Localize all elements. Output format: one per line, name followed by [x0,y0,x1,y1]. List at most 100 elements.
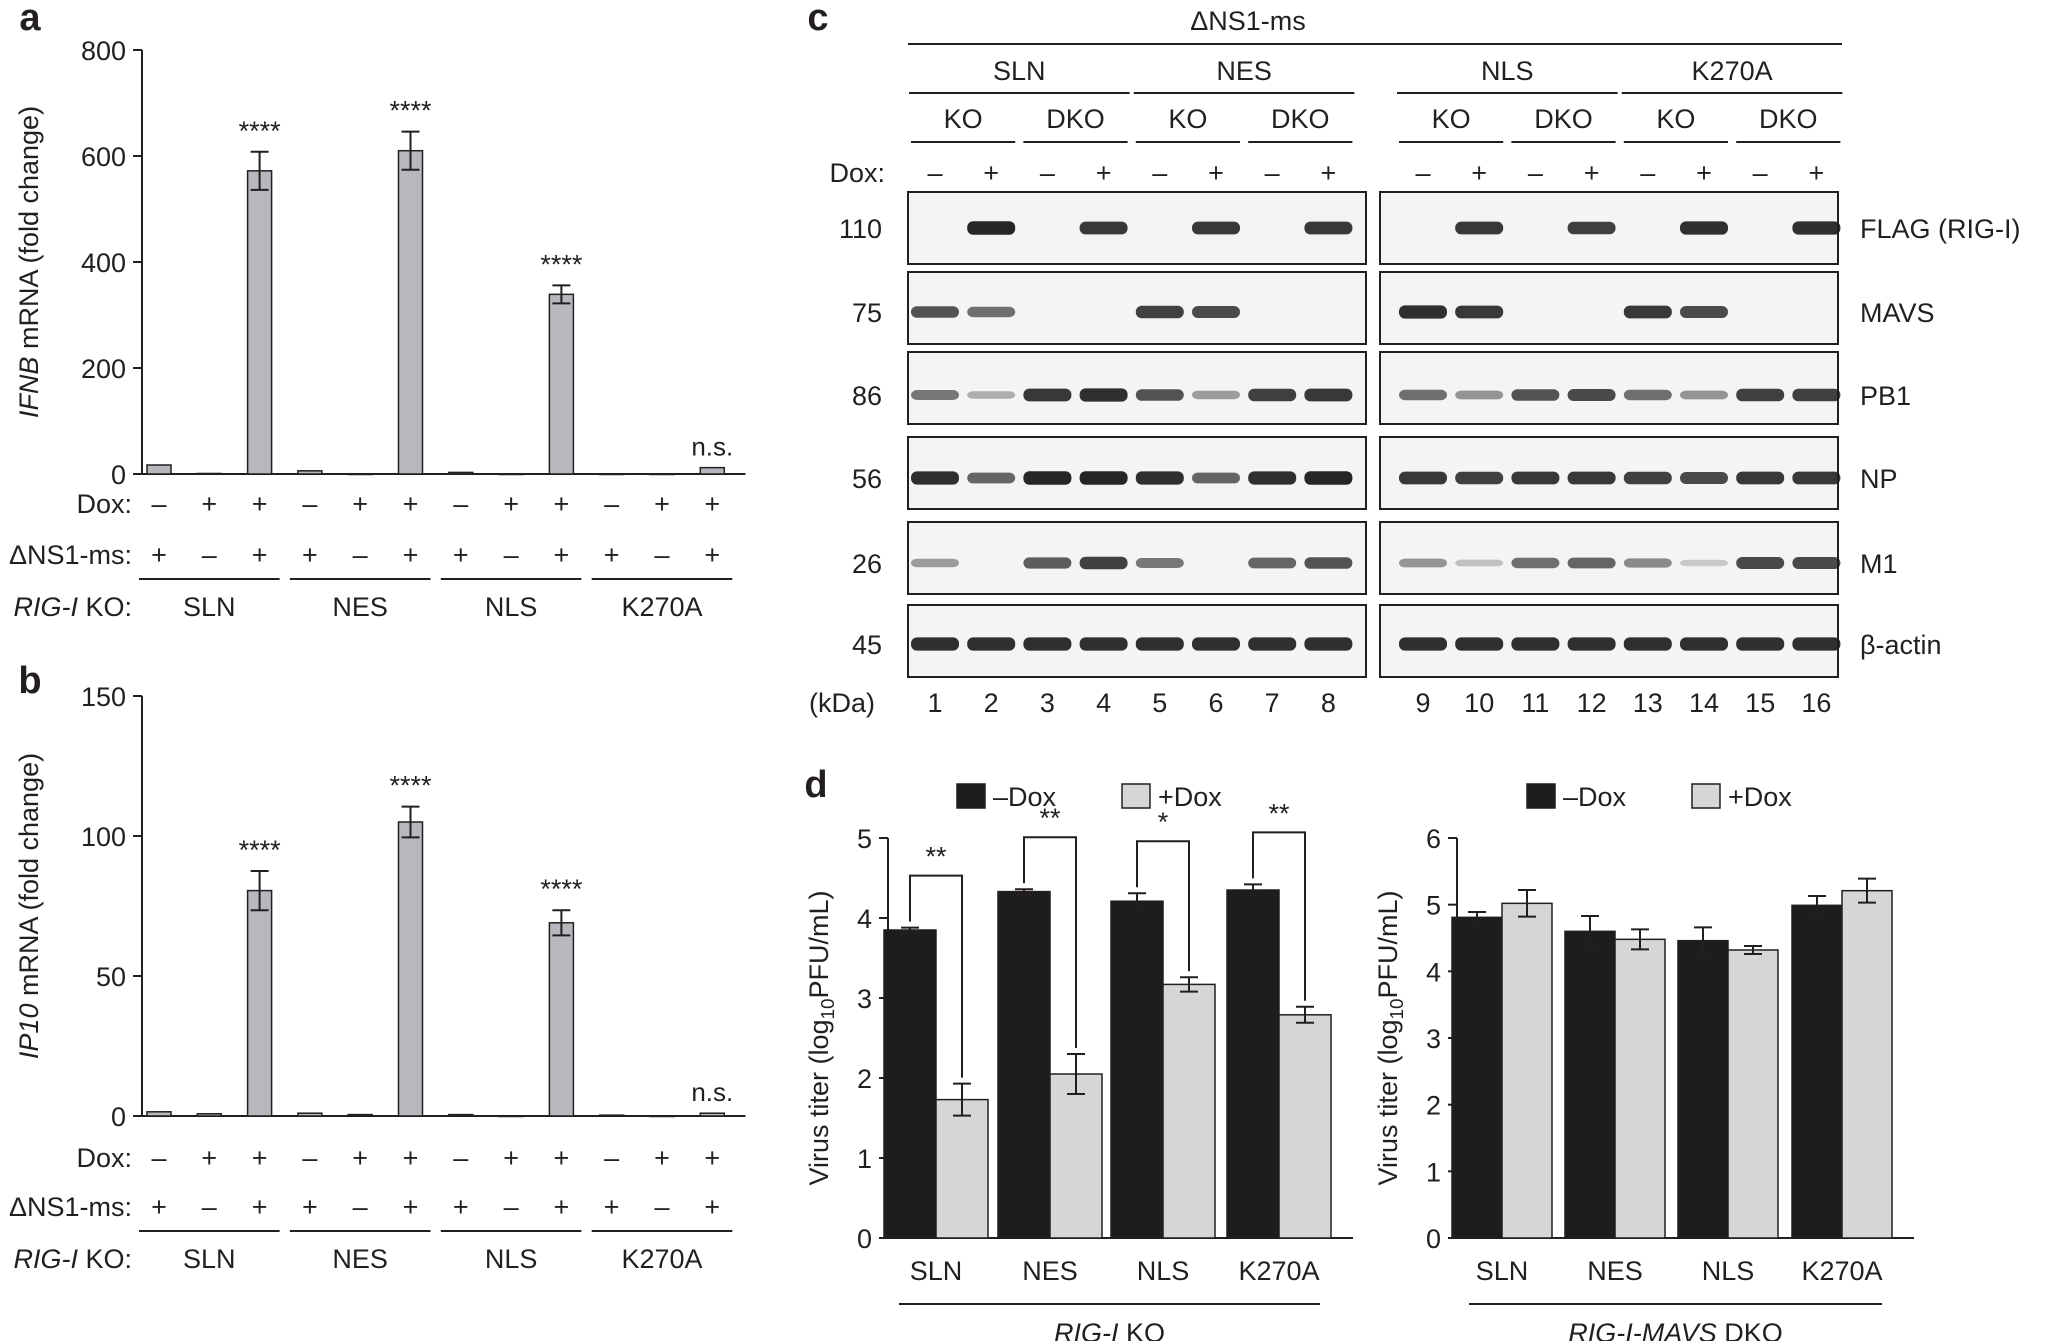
panel-letter-a: a [19,0,41,39]
significance-label: **** [389,96,432,126]
blot-band [967,221,1016,235]
blot-band [911,306,959,318]
y-tick-label: 0 [1426,1224,1441,1254]
blot-band [1680,221,1728,235]
category-label: SLN [910,1256,963,1286]
ns1-sign: – [353,540,368,570]
blot-band [1623,637,1672,651]
y-axis-label-part: Virus titer (log [804,1019,834,1185]
blot-band [1455,471,1504,485]
blot-band [1192,306,1240,318]
y-tick-label: 50 [96,962,126,992]
category-label: SLN [1476,1256,1529,1286]
y-tick-label: 0 [857,1224,872,1254]
ns1-sign: – [202,540,217,570]
subgroup-label: KO [1656,104,1695,134]
dox-sign: + [1321,158,1337,188]
blot-band [1736,388,1785,402]
group-label: SLN [183,592,236,622]
dox-sign: + [352,1143,368,1173]
blot-band [911,637,959,651]
group-label-part: RIG-I-MAVS [1568,1318,1717,1341]
significance-label: **** [540,249,583,279]
blot-band [1399,305,1447,319]
bar [347,1113,373,1117]
dox-sign: + [503,1143,519,1173]
lane-number: 1 [927,688,942,718]
protein-label: FLAG (RIG-I) [1860,214,2021,244]
group-label: NLS [1481,56,1534,86]
blot-band [1135,558,1184,568]
blot-band [1399,471,1447,485]
dox-label: Dox: [829,158,885,188]
legend-label: –Dox [993,782,1057,812]
y-tick-label: 800 [81,36,126,66]
ns1-sign: + [704,540,720,570]
bar-plus-dox [1501,902,1553,1239]
blot-band [1623,471,1672,485]
bar-minus-dox [883,929,937,1239]
subgroup-label: DKO [1534,104,1593,134]
kda-label: 26 [852,549,882,579]
ns1-sign: + [604,540,620,570]
blot-box-right [1379,351,1839,425]
bar [548,922,575,1117]
ns1-sign: + [403,1192,419,1222]
blot-band [1135,471,1184,485]
blot-band [1023,388,1072,402]
group-label: K270A [1692,56,1773,86]
y-tick-label: 2 [1426,1091,1441,1121]
group-label-part: KO [1118,1318,1165,1341]
lane-number: 10 [1464,688,1494,718]
y-tick-label: 4 [1426,957,1441,987]
dox-sign: – [302,489,317,519]
blot-box-left [907,521,1367,595]
y-tick-label: 6 [1426,824,1441,854]
bar-minus-dox [1451,916,1503,1239]
group-label: SLN [993,56,1046,86]
y-tick-label: 3 [857,984,872,1014]
blot-band [1304,557,1353,569]
blot-band [1567,557,1616,569]
dox-sign: – [1528,158,1543,188]
category-label: NLS [1137,1256,1190,1286]
bar-plus-dox [1049,1073,1103,1239]
dox-sign: – [453,1143,468,1173]
dox-sign: + [1696,158,1712,188]
blot-band [1792,471,1841,485]
blot-band [1192,221,1240,235]
bar [649,1115,675,1118]
row-label-dox: Dox: [76,1143,132,1173]
blot-band [1023,557,1072,569]
kda-label: 45 [852,630,882,660]
blot-band [1023,471,1072,485]
y-axis-label-part: 10 [818,998,839,1019]
blot-band [1304,471,1353,485]
blot-band [1399,389,1447,401]
blot-band [1192,637,1240,651]
protein-label: PB1 [1860,381,1911,411]
y-tick-label: 2 [857,1064,872,1094]
y-tick-label: 5 [857,824,872,854]
blot-band [1792,221,1841,235]
blot-band [1736,637,1785,651]
group-label: K270A [621,1244,702,1274]
significance-bracket [909,874,963,1078]
bar-plus-dox [1727,949,1779,1239]
y-axis-label-part: mRNA (fold change) [14,753,44,1004]
y-axis-label-part: IP10 [14,1004,44,1060]
lane-number: 15 [1745,688,1775,718]
lane-number: 8 [1321,688,1336,718]
legend-swatch [956,783,986,809]
bar [196,1113,223,1117]
row-label-ko-part: RIG-I [13,1244,78,1274]
lane-number: 4 [1096,688,1111,718]
significance-label: **** [239,116,282,146]
blot-box-left [907,351,1367,425]
subgroup-label: DKO [1759,104,1818,134]
blot-band [967,637,1016,651]
panel-letter-b: b [18,660,41,702]
blot-band [1248,388,1297,402]
dox-sign: + [1809,158,1825,188]
